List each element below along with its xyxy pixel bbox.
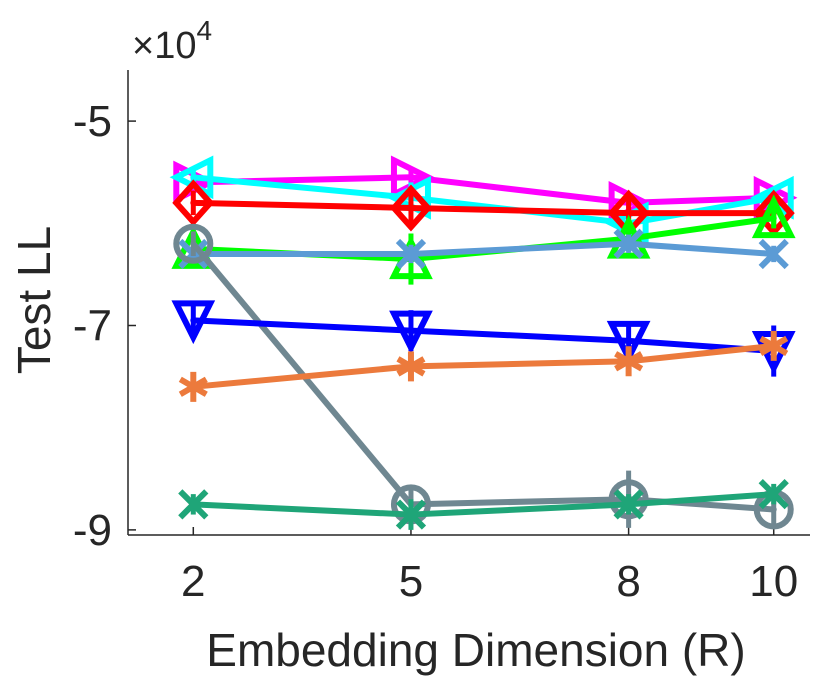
y-scale-prefix: ×10 — [132, 25, 196, 67]
series-orange — [178, 330, 789, 402]
x-tick-label: 10 — [749, 557, 798, 606]
data-point — [395, 499, 427, 530]
data-point — [178, 371, 208, 402]
data-point — [752, 189, 795, 237]
series-line — [190, 174, 777, 206]
x-tick-label: 8 — [616, 557, 640, 606]
data-point — [613, 489, 644, 520]
series-line — [190, 240, 777, 257]
data-point — [608, 479, 649, 520]
series-line — [190, 317, 777, 355]
data-point — [758, 478, 789, 510]
y-tick-label: -9 — [73, 506, 112, 555]
x-axis-label: Embedding Dimension (R) — [206, 624, 745, 676]
data-point — [171, 300, 216, 345]
data-point — [613, 228, 644, 259]
data-point — [389, 310, 433, 355]
data-point — [758, 238, 789, 270]
y-tick-label: -5 — [73, 97, 112, 146]
y-scale-exponent: 4 — [196, 15, 212, 46]
data-point — [606, 320, 651, 365]
data-point — [178, 489, 209, 520]
data-point — [173, 223, 214, 264]
y-tick-label: -7 — [73, 301, 112, 350]
x-tick-label: 5 — [399, 557, 423, 606]
series-teal — [178, 478, 789, 530]
data-point — [389, 184, 432, 232]
y-axis-label: Test LL — [8, 226, 60, 374]
data-point — [751, 194, 796, 239]
series-line — [190, 342, 777, 390]
axis-labels: Embedding Dimension (R) Test LL ×104 — [8, 15, 746, 676]
x-tick-label: 2 — [181, 557, 205, 606]
data-point — [614, 346, 644, 377]
data-point — [759, 330, 789, 361]
data-point — [396, 351, 426, 382]
series-layer — [169, 155, 798, 530]
series-line — [190, 199, 777, 217]
data-point — [395, 238, 427, 270]
data-point — [172, 179, 215, 227]
axes: 2 5 8 10 -5 -7 -9 — [73, 70, 810, 606]
series-steelblue — [178, 228, 789, 270]
series-line — [190, 491, 777, 518]
y-scale-exponent-label: ×104 — [132, 15, 212, 67]
